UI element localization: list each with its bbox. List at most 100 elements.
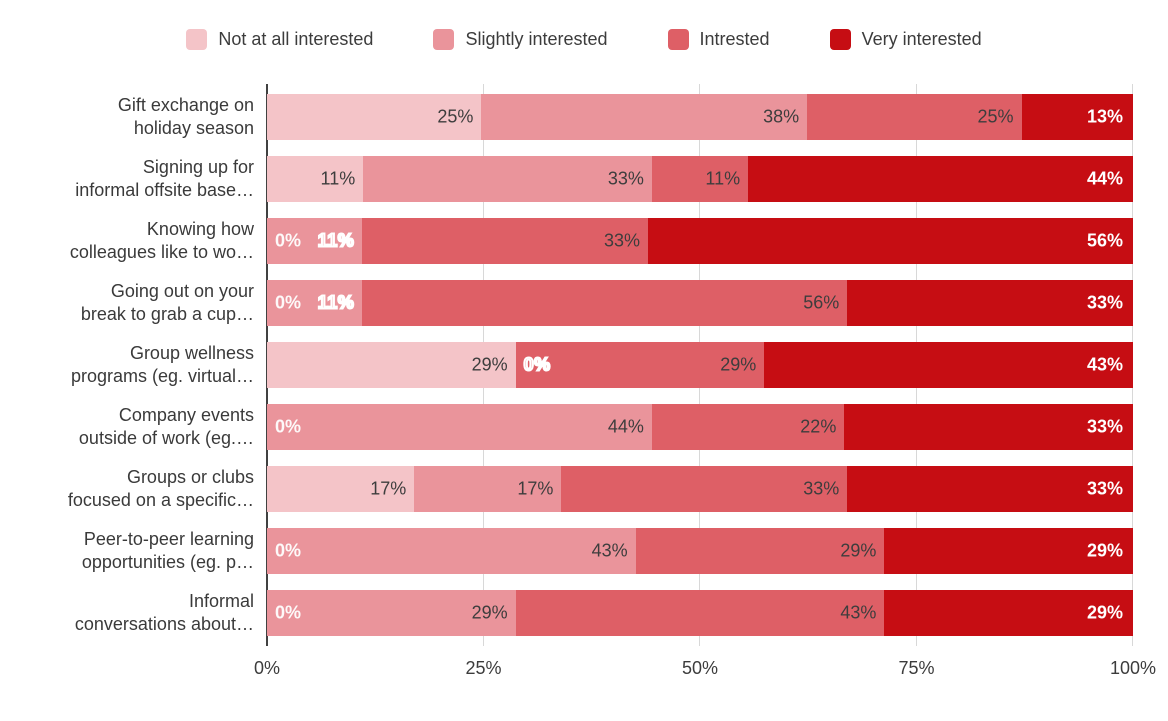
bar-value-label: 33% [1086, 292, 1123, 313]
legend-swatch-icon [829, 28, 851, 50]
bar-value-label: 33% [1086, 478, 1123, 499]
bar-value-label: 13% [1086, 106, 1123, 127]
bar-segment [267, 528, 636, 574]
bar-value-label: 33% [604, 230, 641, 251]
bar-rows: Gift exchange on holiday season 25% 38% 25% 1… [0, 86, 1168, 644]
bar-segment [884, 528, 1133, 574]
bar-value-label: 38% [763, 106, 800, 127]
bar-value-label: 44% [607, 416, 644, 437]
category-label-line: Company events [118, 404, 254, 425]
legend-swatch-icon [433, 28, 455, 50]
bar-segment [635, 528, 885, 574]
stacked-bar: 25% 38% 25% 13% [267, 94, 1133, 140]
stacked-bar: 0% 11% 33% 56% [267, 218, 1133, 264]
x-axis-tick-label: 75% [898, 658, 935, 678]
bar-segment [267, 156, 364, 202]
bar-value-label: 25% [977, 106, 1014, 127]
chart-row: Group wellness programs (eg. virtual… 29% 0… [0, 334, 1168, 396]
legend-swatch-icon [186, 28, 208, 50]
category-label-line: Informal [188, 590, 254, 611]
chart-row: Groups or clubs focused on a specific… 17%… [0, 458, 1168, 520]
bar-segment [267, 590, 516, 636]
bar-segment [267, 94, 482, 140]
category-label-line: conversations about… [74, 614, 254, 634]
bar-segment [481, 94, 808, 140]
bar-value-label: 0% [275, 602, 302, 623]
bar-value-label: 43% [1086, 354, 1123, 375]
legend-swatch-icon [667, 28, 689, 50]
category-label: Going out on your break to grab a cup… [0, 280, 267, 327]
bar-segment [807, 94, 1022, 140]
legend-item-2: Intrested [667, 28, 770, 50]
category-label-line: Knowing how [146, 218, 254, 239]
bar-value-label: 29% [840, 540, 877, 561]
category-label-line: informal offsite base… [75, 180, 254, 200]
bar-value-label: 44% [1086, 168, 1123, 189]
bar-segment [651, 404, 845, 450]
bar-value-label: 29% [471, 354, 508, 375]
category-label: Peer-to-peer learning opportunities (eg. … [0, 528, 267, 575]
bar-value-label: 0% [275, 540, 302, 561]
bar-segment [363, 156, 652, 202]
bar-segment [844, 404, 1133, 450]
category-label-line: Group wellness [129, 342, 254, 363]
category-label: Knowing how colleagues like to wo… [0, 218, 267, 265]
stacked-bar: 17% 17% 33% 33% [267, 466, 1133, 512]
legend-label: Very interested [861, 28, 982, 49]
legend-label: Intrested [699, 28, 770, 49]
bar-segment [515, 590, 885, 636]
bar-value-label: 0% [275, 416, 302, 437]
bar-segment [748, 156, 1133, 202]
bar-value-label: 11% [317, 230, 355, 252]
bar-segment [267, 218, 363, 264]
category-label-line: Groups or clubs [126, 466, 254, 487]
category-label-line: outside of work (eg.… [78, 428, 254, 448]
bar-segment [267, 404, 652, 450]
legend-item-0: Not at all interested [186, 28, 374, 50]
bar-segment [847, 466, 1133, 512]
category-label-line: Gift exchange on [117, 94, 254, 115]
bar-segment [267, 466, 415, 512]
bar-value-label: 29% [1086, 602, 1123, 623]
bar-value-label: 33% [1086, 416, 1123, 437]
category-label-line: Peer-to-peer learning [83, 528, 254, 549]
category-label-line: colleagues like to wo… [69, 242, 254, 262]
bar-segment [515, 342, 765, 388]
stacked-bar: 0% 44% 22% 33% [267, 404, 1133, 450]
bar-value-label: 43% [591, 540, 628, 561]
bar-segment [414, 466, 562, 512]
bar-value-label: 25% [437, 106, 474, 127]
bar-value-label: 33% [803, 478, 840, 499]
bar-segment [764, 342, 1133, 388]
legend-label: Not at all interested [218, 28, 374, 49]
bar-value-label: 11% [320, 168, 356, 189]
x-axis: 0% 25% 50% 75% 100% [254, 658, 1156, 682]
bar-segment [847, 280, 1133, 326]
category-label-line: Going out on your [110, 280, 254, 301]
category-label-line: opportunities (eg. p… [81, 552, 254, 572]
bar-value-label: 11% [317, 292, 355, 314]
category-label-line: Signing up for [142, 156, 254, 177]
x-axis-tick-label: 25% [465, 658, 502, 678]
bar-value-label: 56% [803, 292, 840, 313]
bar-segment [267, 280, 363, 326]
category-label: Gift exchange on holiday season [0, 94, 267, 141]
legend-label: Slightly interested [465, 28, 608, 49]
category-label-line: holiday season [133, 118, 254, 138]
bar-segment [648, 218, 1133, 264]
chart-row: Gift exchange on holiday season 25% 38% 25% 1… [0, 86, 1168, 148]
bar-segment [362, 218, 649, 264]
bar-segment [651, 156, 749, 202]
bar-segment [884, 590, 1133, 636]
stacked-bar: 11% 33% 11% 44% [267, 156, 1133, 202]
legend-item-1: Slightly interested [433, 28, 608, 50]
bar-value-label: 29% [1086, 540, 1123, 561]
category-label: Informal conversations about… [0, 590, 267, 637]
bar-value-label: 0% [523, 354, 552, 376]
legend-item-3: Very interested [829, 28, 982, 50]
bar-value-label: 43% [840, 602, 877, 623]
category-label: Groups or clubs focused on a specific… [0, 466, 267, 513]
category-label: Group wellness programs (eg. virtual… [0, 342, 267, 389]
category-label: Company events outside of work (eg.… [0, 404, 267, 451]
